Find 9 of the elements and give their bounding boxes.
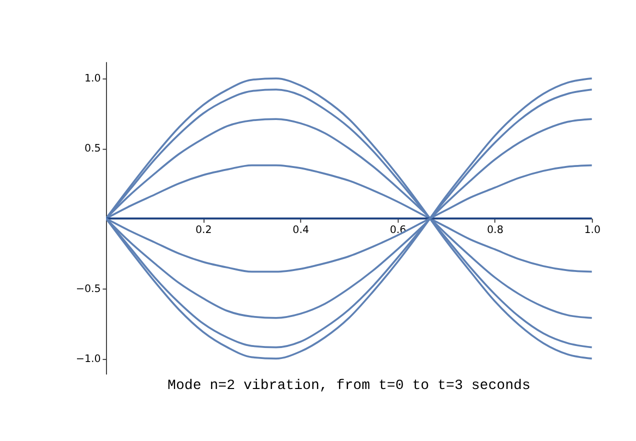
y-tick-label: 1.0 [84,72,101,85]
y-tick-label: −1.0 [76,352,101,365]
y-tick-label: −0.5 [76,282,101,295]
x-tick-label: 1.0 [584,224,601,236]
x-tick-label: 0.8 [487,224,504,236]
x-tick-label: 0.2 [195,224,212,236]
x-tick-label: 0.4 [292,224,310,236]
text: Mode n=2 vibration, from t=0 to t=3 seconds [168,378,530,394]
y-tick-label: 0.5 [84,142,101,155]
